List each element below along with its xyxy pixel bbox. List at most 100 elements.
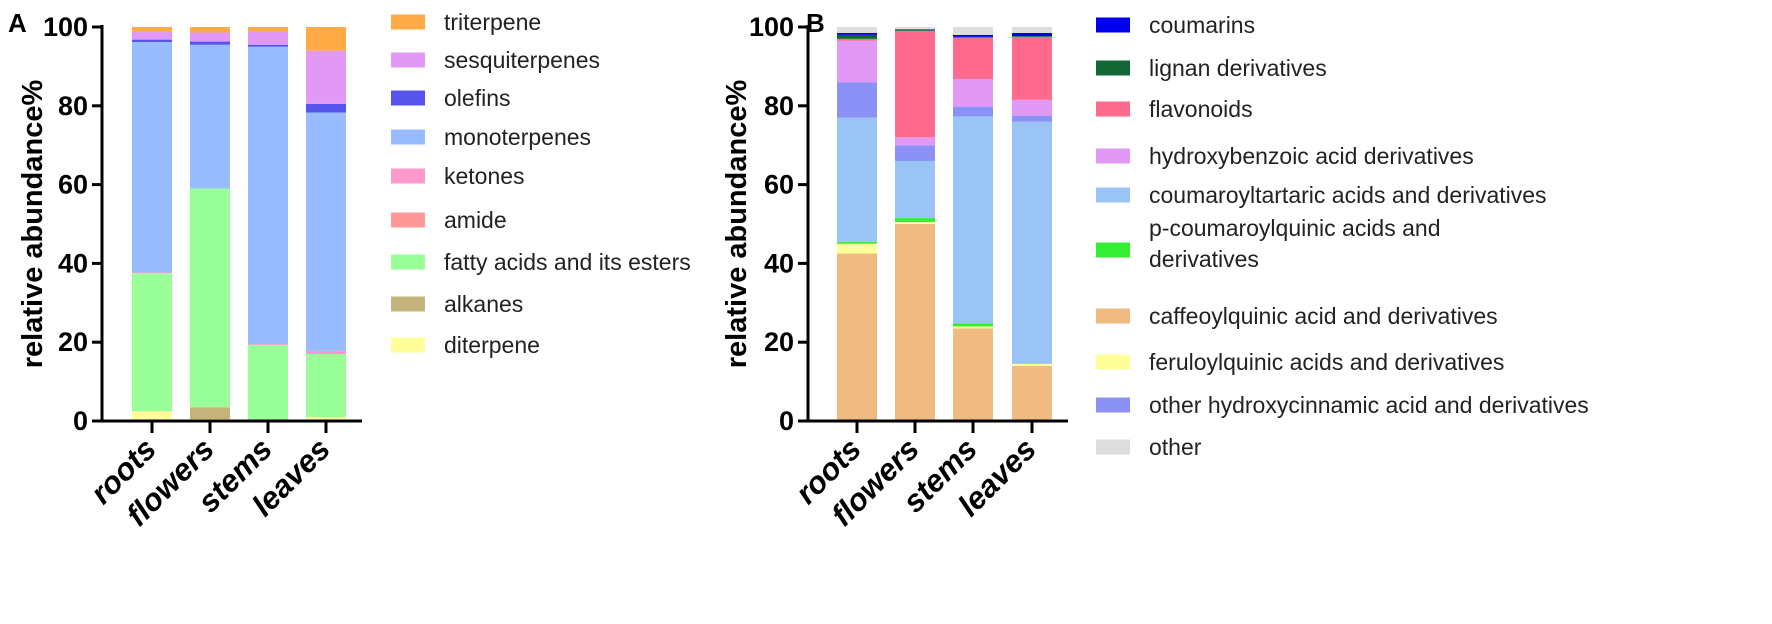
bar-b-stems-other	[953, 27, 993, 35]
legend-swatch-b-p-coumaroylquinic-acids-and-derivatives	[1096, 242, 1130, 258]
legend-swatch-a-fatty-acids-and-its-esters	[391, 254, 425, 270]
bar-a-flowers-monoterpenes	[190, 44, 230, 189]
bar-a-stems-triterpene	[248, 27, 288, 31]
bar-b-stems-flavonoids	[953, 37, 993, 80]
legend-label-a-triterpene: triterpene	[444, 9, 541, 35]
legend-swatch-a-olefins	[391, 90, 425, 106]
bar-b-flowers-feruloylquinic-acids-and-derivatives	[895, 222, 935, 224]
bar-a-flowers-alkanes	[190, 407, 230, 420]
bar-b-roots-coumarins	[837, 32, 877, 35]
ytick-label-b-40: 40	[764, 248, 794, 278]
legend-swatch-b-other	[1096, 439, 1130, 455]
legend-label-b-flavonoids: flavonoids	[1149, 96, 1253, 122]
bar-b-flowers-lignan-derivatives	[895, 30, 935, 31]
bar-b-stems-feruloylquinic-acids-and-derivatives	[953, 326, 993, 329]
legend-label-b-caffeoylquinic-acid-and-derivatives: caffeoylquinic acid and derivatives	[1149, 303, 1498, 329]
ytick-label-a-20: 20	[58, 327, 88, 357]
bar-a-leaves-triterpene	[306, 27, 346, 51]
legend-label-a-diterpene: diterpene	[444, 332, 540, 358]
bar-a-leaves-fatty-acids-and-its-esters	[306, 354, 346, 418]
panel-letter-b: B	[806, 8, 825, 38]
legend-swatch-a-sesquiterpenes	[391, 52, 425, 68]
ylabel-b: relative abundance%	[721, 80, 753, 369]
bar-b-roots-caffeoylquinic-acid-and-derivatives	[837, 253, 877, 421]
legend-label-b-hydroxybenzoic-acid-derivatives: hydroxybenzoic acid derivatives	[1149, 143, 1474, 169]
bar-b-stems-caffeoylquinic-acid-and-derivatives	[953, 328, 993, 421]
ylabel-a: relative abundance%	[17, 80, 49, 369]
legend-swatch-a-alkanes	[391, 296, 425, 312]
legend-swatch-a-monoterpenes	[391, 129, 425, 145]
bar-b-flowers-other	[895, 27, 935, 30]
legend-label-b-feruloylquinic-acids-and-derivatives: feruloylquinic acids and derivatives	[1149, 349, 1504, 375]
ytick-label-b-80: 80	[764, 91, 794, 121]
bar-b-stems-hydroxybenzoic-acid-derivatives	[953, 79, 993, 107]
legend-label-b-other: other	[1149, 434, 1202, 460]
bar-b-flowers-hydroxybenzoic-acid-derivatives	[895, 137, 935, 146]
legend-label-line: derivatives	[1149, 246, 1259, 272]
bar-a-flowers-fatty-acids-and-its-esters	[190, 188, 230, 408]
bar-a-leaves-ketones	[306, 350, 346, 355]
legend-label-a-ketones: ketones	[444, 163, 525, 189]
bar-a-leaves-diterpene	[306, 417, 346, 421]
legend-swatch-a-amide	[391, 212, 425, 228]
bar-a-flowers-olefins	[190, 41, 230, 45]
bar-b-roots-feruloylquinic-acids-and-derivatives	[837, 243, 877, 254]
bar-b-flowers-coumarins	[895, 29, 935, 31]
bar-a-stems-sesquiterpenes	[248, 30, 288, 45]
bar-a-flowers-sesquiterpenes	[190, 32, 230, 42]
ytick-label-b-0: 0	[779, 406, 794, 436]
bar-a-leaves-monoterpenes	[306, 112, 346, 351]
bar-a-stems-ketones	[248, 344, 288, 345]
ytick-label-b-20: 20	[764, 327, 794, 357]
bar-a-roots-ketones	[132, 272, 172, 274]
ytick-label-a-80: 80	[58, 91, 88, 121]
legend-swatch-a-triterpene	[391, 14, 425, 30]
legend-swatch-b-caffeoylquinic-acid-and-derivatives	[1096, 308, 1130, 324]
bar-b-flowers-flavonoids	[895, 30, 935, 138]
bar-b-leaves-hydroxybenzoic-acid-derivatives	[1012, 99, 1052, 116]
legend-swatch-b-coumaroyltartaric-acids-and-derivatives	[1096, 187, 1130, 203]
ytick-label-a-100: 100	[43, 12, 88, 42]
bar-b-stems-coumarins	[953, 34, 993, 37]
legend-label-line: p-coumaroylquinic acids and	[1149, 215, 1441, 241]
bar-b-roots-lignan-derivatives	[837, 34, 877, 39]
legend-label-b-coumarins: coumarins	[1149, 12, 1255, 38]
bar-a-leaves-olefins	[306, 103, 346, 113]
ytick-label-a-40: 40	[58, 248, 88, 278]
legend-label-b-coumaroyltartaric-acids-and-derivatives: coumaroyltartaric acids and derivatives	[1149, 182, 1547, 208]
bar-a-roots-olefins	[132, 39, 172, 42]
bar-b-flowers-other-hydroxycinnamic-acid-and-derivatives	[895, 145, 935, 161]
legend-swatch-b-hydroxybenzoic-acid-derivatives	[1096, 148, 1130, 164]
legend-label-a-amide: amide	[444, 207, 507, 233]
legend-swatch-a-ketones	[391, 168, 425, 184]
legend-label-b-lignan-derivatives: lignan derivatives	[1149, 55, 1327, 81]
bar-b-stems-p-coumaroylquinic-acids-and-derivatives	[953, 323, 993, 327]
legend-label-a-monoterpenes: monoterpenes	[444, 124, 591, 150]
bar-b-stems-coumaroyltartaric-acids-and-derivatives	[953, 116, 993, 324]
bar-a-flowers-triterpene	[190, 27, 230, 33]
ytick-label-b-100: 100	[749, 12, 794, 42]
bar-a-roots-diterpene	[132, 411, 172, 421]
bar-a-roots-monoterpenes	[132, 41, 172, 273]
bar-a-roots-sesquiterpenes	[132, 30, 172, 40]
bar-b-roots-p-coumaroylquinic-acids-and-derivatives	[837, 241, 877, 244]
ytick-label-a-0: 0	[73, 406, 88, 436]
bar-b-flowers-caffeoylquinic-acid-and-derivatives	[895, 224, 935, 421]
bar-a-stems-fatty-acids-and-its-esters	[248, 344, 288, 420]
bar-b-leaves-lignan-derivatives	[1012, 36, 1052, 37]
bar-b-leaves-coumarins	[1012, 32, 1052, 37]
legend-label-a-fatty-acids-and-its-esters: fatty acids and its esters	[444, 249, 691, 275]
bar-a-roots-triterpene	[132, 27, 172, 31]
bar-b-flowers-p-coumaroylquinic-acids-and-derivatives	[895, 218, 935, 223]
legend-label-a-alkanes: alkanes	[444, 291, 523, 317]
bar-a-roots-fatty-acids-and-its-esters	[132, 273, 172, 412]
bar-b-roots-hydroxybenzoic-acid-derivatives	[837, 40, 877, 83]
bar-b-roots-other-hydroxycinnamic-acid-and-derivatives	[837, 82, 877, 118]
legend-swatch-b-flavonoids	[1096, 101, 1130, 117]
legend-swatch-a-diterpene	[391, 337, 425, 353]
ytick-label-b-60: 60	[764, 170, 794, 200]
